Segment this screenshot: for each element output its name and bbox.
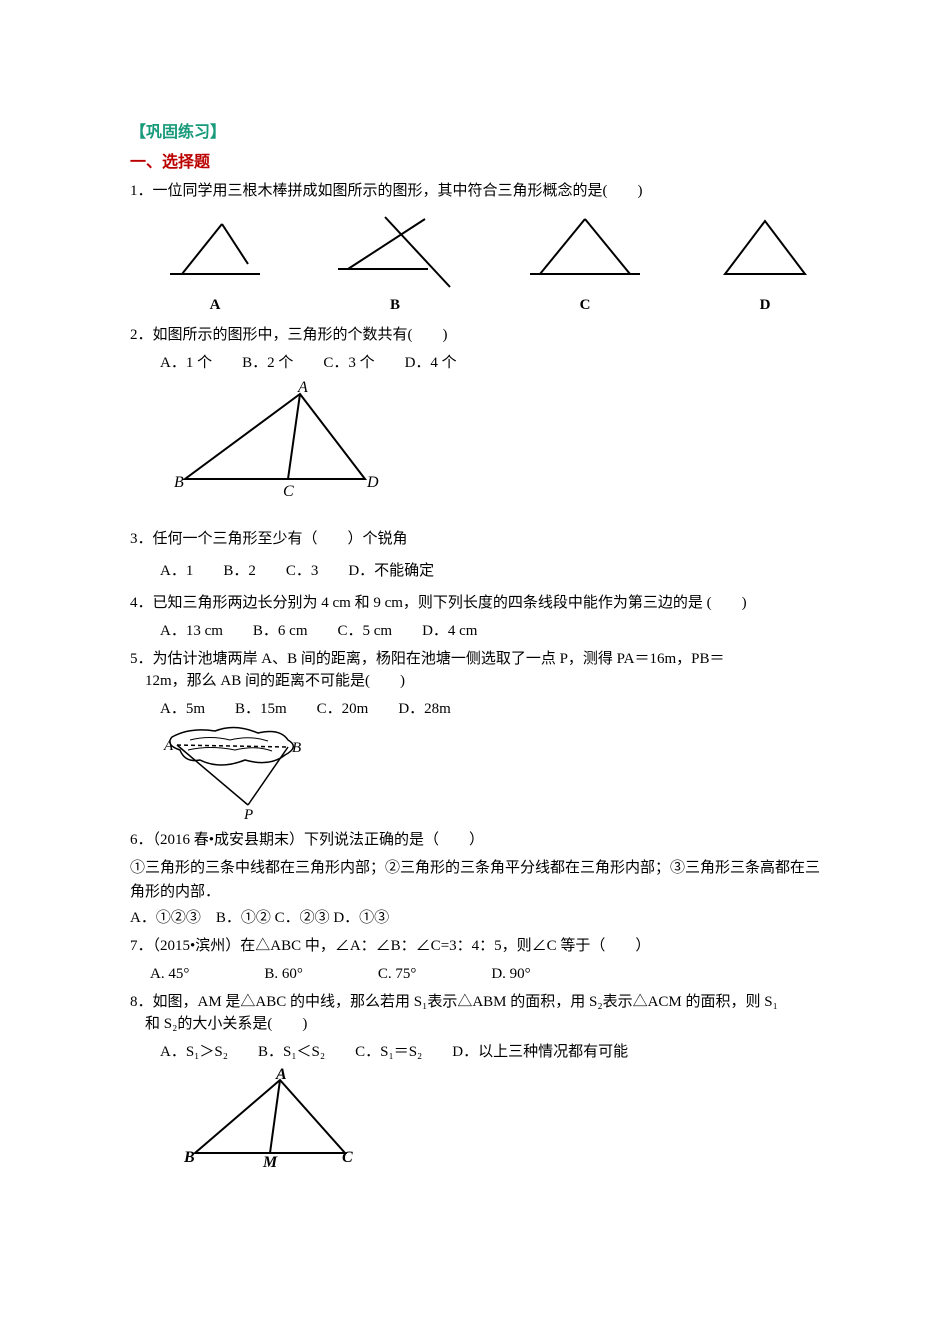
q5-line1: 5．为估计池塘两岸 A、B 间的距离，杨阳在池塘一侧选取了一点 P，测得 PA＝… bbox=[130, 647, 830, 671]
svg-text:B: B bbox=[292, 740, 301, 756]
q1-fig-a: A bbox=[160, 209, 270, 317]
svg-text:A: A bbox=[163, 738, 174, 754]
q6-text: 6．（2016 春•成安县期末）下列说法正确的是（ ） bbox=[130, 828, 830, 852]
q1-figure-row: A B C D bbox=[160, 209, 820, 317]
q1-label-c: C bbox=[580, 293, 591, 317]
q2-triangle-icon: A B C D bbox=[170, 379, 380, 499]
q1-fig-c: C bbox=[520, 209, 650, 317]
svg-text:B: B bbox=[174, 474, 184, 491]
subsection-heading: 一、选择题 bbox=[130, 150, 830, 176]
q1-fig-b: B bbox=[330, 209, 460, 317]
svg-text:C: C bbox=[283, 483, 294, 499]
q7-text: 7．（2015•滨州）在△ABC 中，∠A：∠B：∠C=3：4：5，则∠C 等于… bbox=[130, 934, 830, 958]
q4-text: 4．已知三角形两边长分别为 4 cm 和 9 cm，则下列长度的四条线段中能作为… bbox=[130, 591, 830, 615]
svg-text:B: B bbox=[183, 1149, 195, 1166]
q5-line2: 12m，那么 AB 间的距离不可能是( ) bbox=[130, 669, 830, 693]
q8-line1: 8．如图，AM 是△ABC 的中线，那么若用 S₁表示△ABM 的面积，用 S₂… bbox=[130, 990, 830, 1014]
triangle-a-icon bbox=[160, 209, 270, 289]
q1-label-a: A bbox=[210, 293, 221, 317]
q1-label-b: B bbox=[390, 293, 400, 317]
q5-options: A．5m B．15m C．20m D．28m bbox=[160, 697, 830, 721]
pond-icon: A B P bbox=[160, 725, 320, 820]
triangle-b-icon bbox=[330, 209, 460, 289]
triangle-d-icon bbox=[710, 209, 820, 289]
q3-text: 3．任何一个三角形至少有（ ）个锐角 bbox=[130, 527, 830, 551]
q4-options: A．13 cm B．6 cm C．5 cm D．4 cm bbox=[160, 619, 830, 643]
q6-options: A．①②③ B．①② C．②③ D．①③ bbox=[130, 906, 830, 930]
svg-text:P: P bbox=[243, 807, 253, 820]
q2-figure: A B C D bbox=[170, 379, 830, 499]
svg-text:D: D bbox=[366, 474, 379, 491]
q5-figure: A B P bbox=[160, 725, 830, 820]
triangle-c-icon bbox=[520, 209, 650, 289]
svg-text:M: M bbox=[262, 1154, 278, 1168]
section-title: 【巩固练习】 bbox=[130, 120, 830, 146]
q6-statements: ①三角形的三条中线都在三角形内部；②三角形的三条角平分线都在三角形内部；③三角形… bbox=[130, 856, 830, 904]
q8-options: A．S₁＞S₂ B．S₁＜S₂ C．S₁＝S₂ D．以上三种情况都有可能 bbox=[160, 1040, 830, 1064]
q1-text: 1．一位同学用三根木棒拼成如图所示的图形，其中符合三角形概念的是( ) bbox=[130, 179, 830, 203]
svg-text:C: C bbox=[342, 1149, 353, 1166]
q1-fig-d: D bbox=[710, 209, 820, 317]
q8-line2: 和 S₂的大小关系是( ) bbox=[130, 1012, 830, 1036]
q8-figure: A B M C bbox=[180, 1068, 830, 1168]
q3-options: A．1 B．2 C．3 D．不能确定 bbox=[160, 559, 830, 583]
svg-text:A: A bbox=[297, 379, 308, 396]
q1-label-d: D bbox=[760, 293, 771, 317]
svg-text:A: A bbox=[275, 1068, 287, 1083]
median-triangle-icon: A B M C bbox=[180, 1068, 360, 1168]
q7-options: A. 45° B. 60° C. 75° D. 90° bbox=[150, 962, 830, 986]
q2-options: A．1 个 B．2 个 C．3 个 D．4 个 bbox=[160, 351, 830, 375]
q2-text: 2．如图所示的图形中，三角形的个数共有( ) bbox=[130, 323, 830, 347]
